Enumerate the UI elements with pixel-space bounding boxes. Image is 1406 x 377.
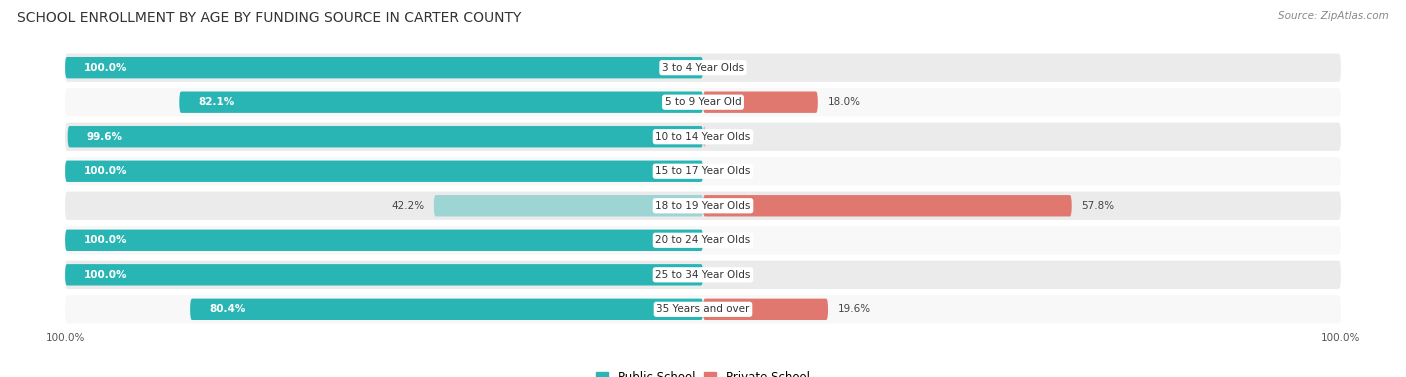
Text: Source: ZipAtlas.com: Source: ZipAtlas.com [1278, 11, 1389, 21]
FancyBboxPatch shape [434, 195, 703, 216]
Text: 100.0%: 100.0% [45, 333, 84, 343]
FancyBboxPatch shape [67, 126, 703, 147]
Text: 5 to 9 Year Old: 5 to 9 Year Old [665, 97, 741, 107]
Text: 0.0%: 0.0% [713, 63, 738, 73]
Text: 18.0%: 18.0% [827, 97, 860, 107]
Text: 80.4%: 80.4% [209, 304, 246, 314]
Text: 42.2%: 42.2% [391, 201, 425, 211]
Text: 0.45%: 0.45% [716, 132, 748, 142]
Text: 10 to 14 Year Olds: 10 to 14 Year Olds [655, 132, 751, 142]
FancyBboxPatch shape [65, 123, 1341, 151]
FancyBboxPatch shape [65, 88, 1341, 116]
Text: 0.0%: 0.0% [713, 270, 738, 280]
FancyBboxPatch shape [65, 57, 703, 78]
Text: 57.8%: 57.8% [1081, 201, 1115, 211]
FancyBboxPatch shape [65, 161, 703, 182]
Text: 15 to 17 Year Olds: 15 to 17 Year Olds [655, 166, 751, 176]
FancyBboxPatch shape [703, 126, 706, 147]
FancyBboxPatch shape [65, 54, 1341, 82]
Text: 100.0%: 100.0% [84, 63, 128, 73]
Text: 19.6%: 19.6% [838, 304, 870, 314]
Text: 0.0%: 0.0% [713, 166, 738, 176]
FancyBboxPatch shape [65, 230, 703, 251]
Text: 20 to 24 Year Olds: 20 to 24 Year Olds [655, 235, 751, 245]
FancyBboxPatch shape [190, 299, 703, 320]
Text: 99.6%: 99.6% [87, 132, 122, 142]
FancyBboxPatch shape [65, 226, 1341, 254]
Text: 100.0%: 100.0% [1322, 333, 1361, 343]
Text: 100.0%: 100.0% [84, 270, 128, 280]
FancyBboxPatch shape [65, 261, 1341, 289]
FancyBboxPatch shape [65, 264, 703, 285]
Text: 82.1%: 82.1% [198, 97, 235, 107]
Text: 25 to 34 Year Olds: 25 to 34 Year Olds [655, 270, 751, 280]
Text: 100.0%: 100.0% [84, 166, 128, 176]
FancyBboxPatch shape [180, 92, 703, 113]
Text: 0.0%: 0.0% [713, 235, 738, 245]
FancyBboxPatch shape [703, 299, 828, 320]
Legend: Public School, Private School: Public School, Private School [592, 366, 814, 377]
FancyBboxPatch shape [703, 92, 818, 113]
Text: 3 to 4 Year Olds: 3 to 4 Year Olds [662, 63, 744, 73]
Text: 18 to 19 Year Olds: 18 to 19 Year Olds [655, 201, 751, 211]
FancyBboxPatch shape [65, 192, 1341, 220]
FancyBboxPatch shape [65, 157, 1341, 185]
Text: 100.0%: 100.0% [84, 235, 128, 245]
FancyBboxPatch shape [703, 195, 1071, 216]
Text: SCHOOL ENROLLMENT BY AGE BY FUNDING SOURCE IN CARTER COUNTY: SCHOOL ENROLLMENT BY AGE BY FUNDING SOUR… [17, 11, 522, 25]
FancyBboxPatch shape [65, 295, 1341, 323]
Text: 35 Years and over: 35 Years and over [657, 304, 749, 314]
